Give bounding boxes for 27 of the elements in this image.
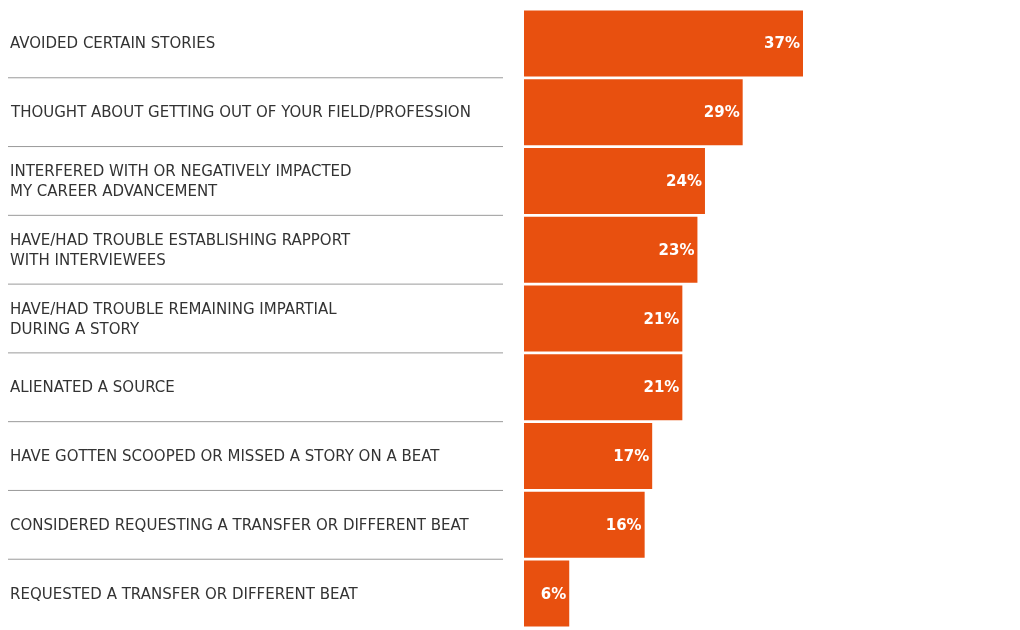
y-tick-label: ALIENATED A SOURCE: [10, 378, 175, 396]
y-tick-label: CONSIDERED REQUESTING A TRANSFER OR DIFFERENT BEAT: [10, 516, 470, 534]
y-tick-label: THOUGHT ABOUT GETTING OUT OF YOUR FIELD/PROFESSION: [10, 103, 471, 121]
y-tick-label: REQUESTED A TRANSFER OR DIFFERENT BEAT: [10, 585, 359, 603]
data-label: 6%: [540, 584, 567, 603]
bar: [524, 560, 570, 627]
bar: [524, 491, 645, 558]
bar: [524, 216, 698, 283]
data-label: 17%: [613, 447, 650, 466]
y-tick-label: INTERFERED WITH OR NEGATIVELY IMPACTED MY CAREER ADVANCEMENT: [10, 162, 352, 200]
bar: [524, 79, 743, 146]
y-tick-label: AVOIDED CERTAIN STORIES: [10, 34, 216, 52]
bar: [524, 354, 683, 421]
data-label: 21%: [643, 309, 680, 328]
data-label: 23%: [658, 240, 695, 259]
y-tick-label: HAVE/HAD TROUBLE REMAINING IMPARTIAL DURING A STORY: [10, 300, 338, 338]
data-label: 37%: [764, 34, 800, 53]
y-tick-label: HAVE GOTTEN SCOOPED OR MISSED A STORY ON A BEAT: [10, 447, 441, 465]
bar: [524, 423, 653, 490]
data-label: 24%: [666, 171, 702, 190]
bar: [524, 147, 705, 214]
data-label: 21%: [643, 378, 680, 397]
bar: [524, 285, 683, 352]
data-label: 29%: [703, 103, 740, 122]
bar: [524, 10, 803, 77]
y-tick-label: HAVE/HAD TROUBLE ESTABLISHING RAPPORT WITH INTERVIEWEES: [10, 231, 351, 269]
data-label: 16%: [605, 515, 642, 534]
